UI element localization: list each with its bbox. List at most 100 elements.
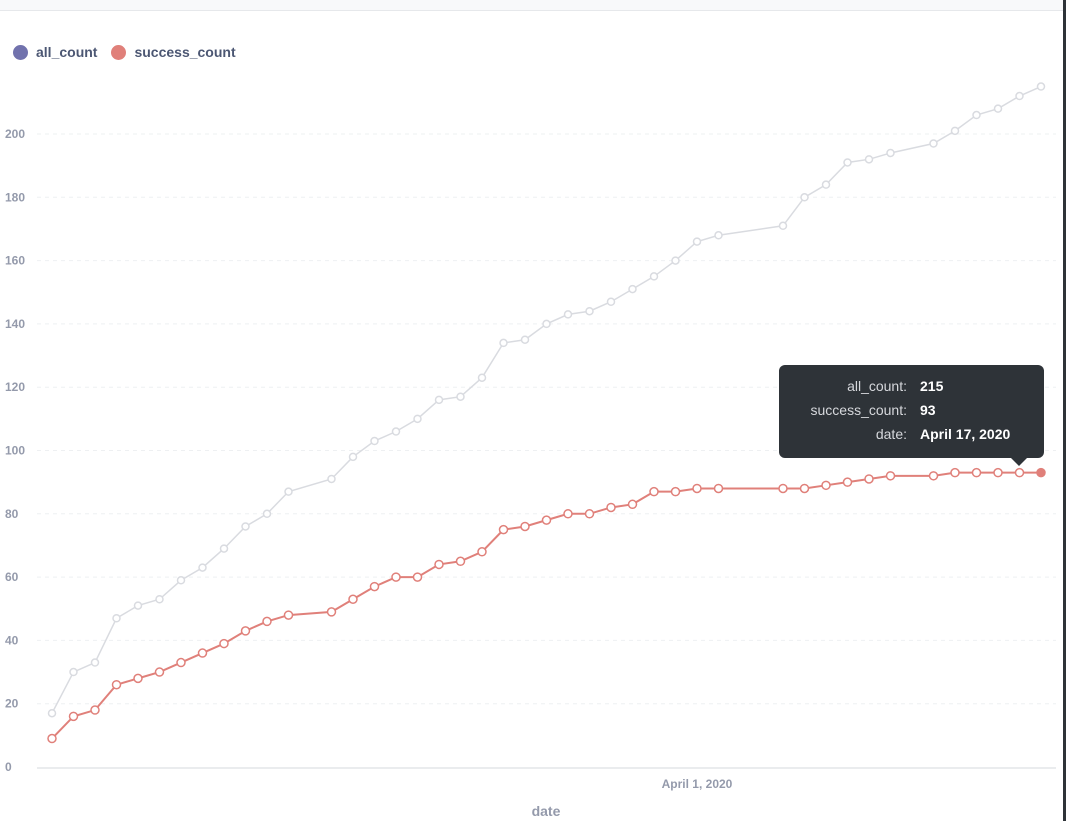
data-point-success_count [885, 471, 896, 481]
data-point-all_count [327, 474, 336, 484]
data-point-all_count [972, 110, 981, 120]
data-point-success_count [133, 673, 143, 684]
data-point-all_count [520, 335, 530, 344]
data-point-success_count [154, 667, 165, 677]
data-point-success_count [1036, 467, 1046, 478]
data-point-all_count [929, 139, 938, 148]
y-tick-label: 20 [5, 697, 19, 711]
data-point-success_count [971, 467, 982, 478]
data-point-all_count [241, 522, 250, 531]
data-point-success_count [283, 610, 294, 620]
data-point-success_count [541, 515, 552, 525]
data-point-all_count [585, 306, 594, 316]
data-point-all_count [69, 667, 78, 677]
data-point-success_count [842, 477, 853, 487]
y-tick-label: 60 [5, 570, 19, 584]
legend-label: success_count [134, 44, 236, 60]
data-point-all_count [671, 256, 680, 265]
data-point-success_count [434, 559, 444, 570]
data-point-success_count [670, 486, 681, 497]
data-point-success_count [713, 483, 724, 494]
data-point-success_count [176, 657, 186, 668]
data-point-all_count [370, 436, 379, 446]
data-point-all_count [499, 338, 508, 348]
y-tick-label: 180 [5, 190, 25, 204]
data-point-all_count [628, 284, 637, 294]
data-point-success_count [584, 509, 595, 519]
data-point-all_count [542, 319, 551, 329]
data-point-success_count [1014, 467, 1025, 478]
tooltip-row: success_count: 93 [810, 402, 936, 418]
data-point-all_count [563, 310, 573, 319]
data-point-success_count [455, 556, 466, 567]
y-tick-label: 0 [5, 760, 12, 774]
tooltip-row: date: April 17, 2020 [875, 426, 1011, 442]
legend: all_count success_count [13, 44, 236, 60]
data-point-all_count [886, 148, 895, 158]
data-point-all_count [692, 237, 702, 246]
data-point-all_count [219, 544, 229, 553]
data-point-success_count [262, 616, 272, 627]
data-point-all_count [993, 104, 1003, 113]
y-tick-label: 100 [5, 444, 25, 458]
data-point-all_count [47, 708, 57, 718]
data-point-all_count [155, 595, 164, 604]
legend-label: all_count [36, 44, 98, 60]
legend-dot-icon [13, 44, 28, 60]
data-point-all_count [477, 373, 487, 382]
data-point-all_count [262, 509, 272, 519]
data-point-success_count [219, 638, 229, 649]
y-tick-label: 140 [5, 317, 25, 331]
data-point-success_count [993, 467, 1003, 478]
data-point-all_count [606, 297, 616, 306]
data-point-success_count [391, 572, 401, 582]
data-point-success_count [520, 521, 530, 532]
data-point-all_count [284, 487, 293, 496]
legend-item-success-count[interactable]: success_count [111, 44, 236, 60]
data-point-success_count [197, 648, 208, 658]
data-point-success_count [326, 607, 337, 617]
data-point-success_count [68, 711, 79, 722]
data-point-all_count [1036, 82, 1046, 91]
data-point-success_count [864, 474, 874, 484]
header-bar [0, 0, 1066, 11]
data-point-all_count [434, 395, 444, 405]
data-point-all_count [133, 601, 143, 610]
y-tick-label: 160 [5, 254, 25, 268]
data-point-all_count [778, 221, 788, 231]
data-point-success_count [627, 499, 638, 510]
data-point-success_count [606, 502, 616, 513]
data-point-all_count [714, 231, 723, 240]
series-line-success_count [51, 471, 1041, 740]
data-point-all_count [176, 576, 186, 585]
data-point-all_count [1015, 91, 1024, 101]
y-tick-label: 200 [5, 127, 25, 141]
data-point-success_count [649, 486, 659, 497]
tooltip: all_count: 215 success_count: 93 date: Apri… [779, 365, 1044, 466]
panel-border [1063, 0, 1066, 821]
data-point-all_count [112, 613, 121, 623]
data-point-all_count [950, 126, 960, 136]
data-point-success_count [412, 572, 423, 582]
data-point-success_count [348, 594, 358, 605]
data-point-all_count [413, 414, 422, 424]
data-point-success_count [477, 547, 487, 557]
x-axis-label: date [532, 803, 561, 819]
data-point-success_count [692, 483, 702, 494]
legend-item-all-count[interactable]: all_count [13, 44, 97, 60]
data-point-all_count [649, 272, 659, 281]
tooltip-row: all_count: 215 [847, 378, 944, 394]
data-point-success_count [498, 524, 509, 535]
y-tick-label: 40 [5, 633, 19, 647]
data-point-success_count [111, 679, 122, 690]
data-point-all_count [391, 427, 401, 436]
data-point-success_count [47, 733, 57, 744]
data-point-success_count [799, 483, 810, 494]
y-tick-label: 80 [5, 507, 19, 521]
data-point-all_count [198, 563, 207, 572]
data-point-all_count [821, 180, 831, 189]
data-point-all_count [348, 452, 358, 462]
data-point-success_count [90, 705, 100, 715]
y-tick-label: 120 [5, 380, 25, 394]
